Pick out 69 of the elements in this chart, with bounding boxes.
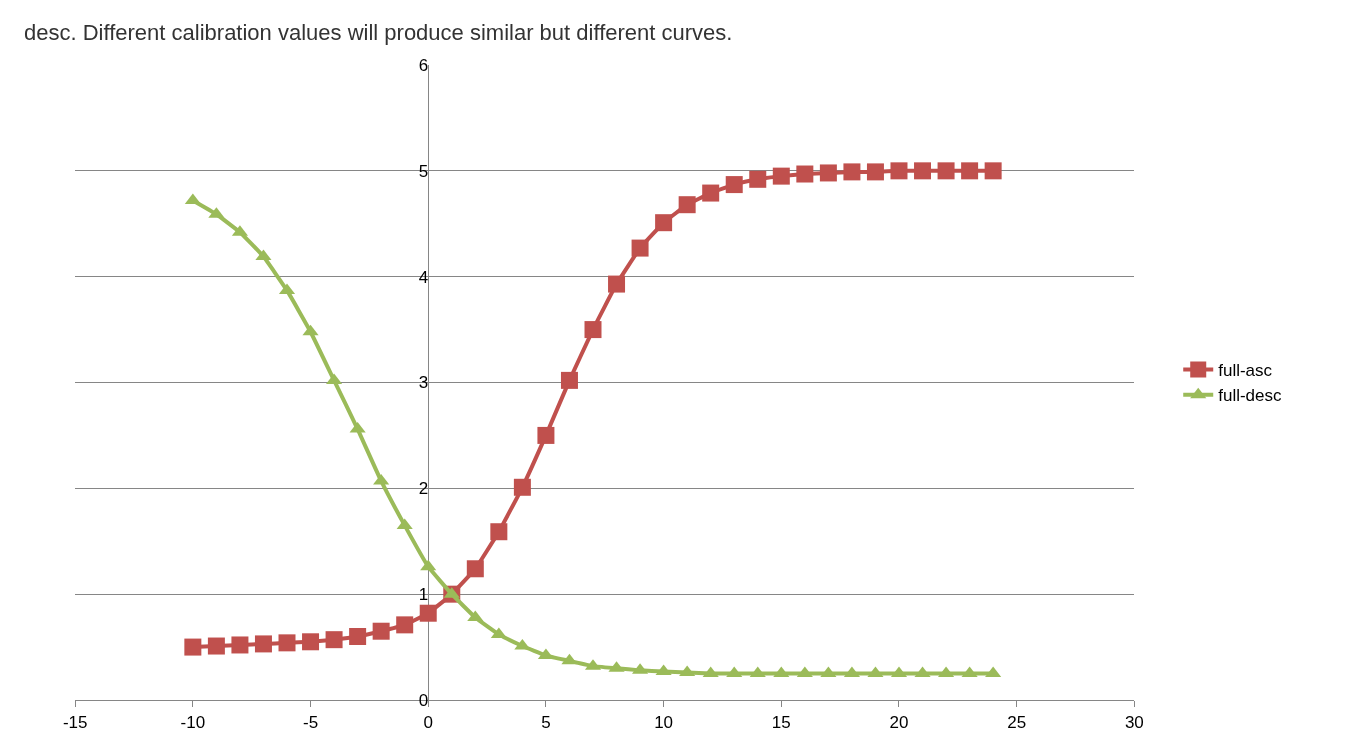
point — [466, 560, 484, 578]
point — [749, 666, 766, 678]
point — [513, 478, 531, 496]
point — [561, 653, 578, 665]
point — [914, 162, 932, 180]
point — [866, 163, 884, 181]
point — [867, 666, 884, 678]
x-tick-label: 15 — [771, 712, 791, 732]
point — [184, 638, 202, 656]
x-tick-label: -10 — [180, 712, 206, 732]
point — [820, 666, 837, 678]
point — [396, 616, 414, 634]
y-tick-label: 3 — [418, 373, 429, 393]
x-tick-label: 30 — [1124, 712, 1144, 732]
point — [420, 559, 437, 571]
point — [254, 635, 272, 653]
point — [278, 634, 296, 652]
point — [961, 162, 979, 180]
point — [490, 523, 508, 541]
x-tick-label: -15 — [62, 712, 88, 732]
x-tick-label: 20 — [889, 712, 909, 732]
point — [702, 666, 719, 678]
text: desc. Different calibration values will produce similar but different curves. — [24, 20, 733, 45]
y-tick-label: 6 — [418, 55, 429, 75]
point — [796, 666, 813, 678]
point — [914, 666, 931, 678]
point — [678, 196, 696, 214]
point — [937, 162, 955, 180]
point — [773, 666, 790, 678]
point — [843, 666, 860, 678]
y-tick-label: 5 — [418, 161, 429, 181]
point — [608, 275, 626, 293]
point — [631, 239, 649, 257]
point — [984, 162, 1002, 180]
x-tick-label: 5 — [541, 712, 551, 732]
point — [584, 321, 602, 339]
point — [302, 633, 320, 651]
point — [772, 167, 790, 185]
x-tick-label: 10 — [654, 712, 674, 732]
y-tick-label: 0 — [418, 690, 429, 710]
point — [890, 162, 908, 180]
point — [302, 324, 319, 336]
point — [655, 214, 673, 232]
point — [207, 637, 225, 655]
point — [560, 371, 578, 389]
point — [819, 164, 837, 182]
point — [255, 249, 272, 261]
point — [231, 636, 249, 654]
point — [985, 666, 1002, 678]
point — [325, 631, 343, 649]
point — [726, 666, 743, 678]
y-tick-label: 1 — [418, 585, 429, 605]
point — [843, 163, 861, 181]
point — [702, 184, 720, 202]
legend-label: full-asc — [1218, 361, 1273, 381]
point — [796, 165, 814, 183]
point — [419, 604, 437, 622]
x-tick-label: -5 — [302, 712, 319, 732]
point — [537, 426, 555, 444]
y-tick-label: 4 — [418, 267, 429, 287]
point — [373, 473, 390, 485]
point — [372, 622, 390, 640]
point — [961, 666, 978, 678]
legend-label: full-desc — [1218, 386, 1283, 406]
point — [349, 628, 367, 645]
x-tick-label: 25 — [1007, 712, 1027, 732]
point — [749, 170, 767, 188]
point — [725, 176, 743, 194]
y-tick-label: 2 — [418, 479, 429, 499]
